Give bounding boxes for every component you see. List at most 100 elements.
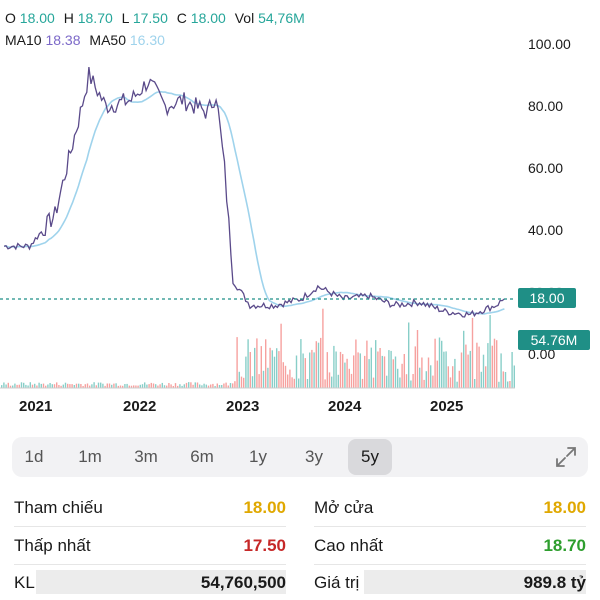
timeframe-5y[interactable]: 5y (348, 439, 392, 475)
volume-bar (300, 339, 302, 388)
volume-bar (265, 339, 267, 388)
volume-bar (97, 382, 100, 388)
volume-bar (421, 357, 423, 388)
volume-bar (317, 342, 320, 388)
volume-bar (80, 384, 82, 388)
volume-bar (353, 355, 355, 388)
volume-bar (306, 379, 309, 388)
volume-bar (117, 385, 119, 388)
volume-value: 54,76M (258, 10, 305, 26)
volume-bar (302, 353, 304, 388)
volume-bar (141, 384, 144, 388)
volume-bar (456, 381, 458, 388)
volume-bar (342, 354, 344, 388)
volume-bar (414, 346, 416, 388)
timeframe-3y[interactable]: 3y (305, 447, 323, 466)
volume-bar (64, 382, 67, 388)
volume-bar (408, 322, 410, 388)
value-cell-bg (364, 570, 586, 594)
volume-bar (469, 350, 471, 388)
volume-bar (247, 339, 249, 388)
low-label: L (121, 10, 129, 26)
volume-bar (260, 346, 262, 388)
volume-bar (210, 384, 212, 388)
volume-bar (386, 375, 388, 388)
volume-bar (27, 385, 29, 388)
volume-bar (254, 347, 256, 388)
volume-bar (23, 382, 25, 388)
volume-bar (449, 377, 452, 388)
volume-bar (62, 384, 64, 388)
volume-bar (427, 357, 430, 388)
volume-bar (313, 352, 315, 388)
volume-bar (454, 358, 456, 388)
volume-bar (256, 338, 258, 388)
volume-bar (504, 372, 507, 388)
high-value: 18.70 (77, 10, 113, 26)
volume-bar (370, 347, 372, 388)
volume-bars (1, 308, 515, 388)
timeframe-1y[interactable]: 1y (249, 447, 267, 466)
volume-bar (78, 383, 80, 388)
volume-bar (245, 356, 247, 388)
volume-bar (383, 356, 386, 388)
volume-bar (240, 376, 243, 388)
volume-bar (14, 383, 16, 388)
volume-bar (335, 351, 337, 388)
volume-bar (243, 377, 245, 388)
volume-bar (361, 378, 364, 388)
volume-bar (47, 384, 49, 388)
volume-bar (67, 383, 69, 388)
volume-bar (443, 351, 445, 388)
volume-bar (425, 371, 427, 388)
volume-bar (463, 330, 465, 388)
price-chart[interactable] (0, 0, 600, 430)
volume-bar (172, 386, 174, 388)
volume-bar (130, 385, 133, 388)
volume-bar (273, 356, 276, 388)
volume-bar (379, 348, 381, 388)
volume-bar (238, 371, 240, 388)
timeframe-6m[interactable]: 6m (190, 447, 214, 466)
volume-bar (482, 354, 485, 388)
timeframe-1d[interactable]: 1d (24, 447, 44, 466)
timeframe-1m[interactable]: 1m (78, 447, 102, 466)
volume-bar (348, 368, 350, 388)
volume-bar (207, 385, 210, 388)
volume-bar (322, 308, 324, 388)
volume-bar (69, 384, 71, 388)
volume-bar (337, 374, 339, 388)
volume-bar (507, 381, 509, 388)
volume-bar (438, 337, 441, 388)
volume-bar (280, 323, 282, 388)
timeframe-3m[interactable]: 3m (134, 447, 158, 466)
high-price-value: 18.70 (543, 536, 586, 555)
volume-bar (276, 348, 278, 388)
volume-total-value: 54,760,500 (200, 573, 286, 592)
volume-bar (333, 345, 335, 388)
volume-bar (328, 372, 331, 388)
volume-bar (485, 366, 487, 388)
volume-bar (42, 383, 45, 388)
volume-bar (234, 381, 236, 388)
volume-bar (326, 352, 328, 388)
volume-bar (139, 384, 141, 388)
volume-label: Vol (234, 10, 255, 26)
y-tick-label: 100.00 (528, 36, 571, 52)
volume-bar (496, 340, 498, 388)
volume-bar (124, 384, 126, 388)
high-price-label: Cao nhất (314, 536, 383, 555)
last-price-badge: 18.00 (518, 288, 576, 308)
volume-bar (419, 367, 421, 388)
volume-bar (1, 385, 3, 388)
volume-bar (36, 385, 38, 388)
volume-bar (282, 362, 284, 388)
last-volume-badge: 54.76M (518, 330, 590, 350)
volume-bar (161, 382, 163, 388)
volume-bar (199, 384, 201, 388)
expand-icon[interactable] (554, 445, 578, 469)
reference-label: Tham chiếu (14, 498, 103, 517)
volume-bar (91, 384, 93, 388)
volume-bar (45, 385, 47, 388)
volume-bar (423, 379, 425, 388)
